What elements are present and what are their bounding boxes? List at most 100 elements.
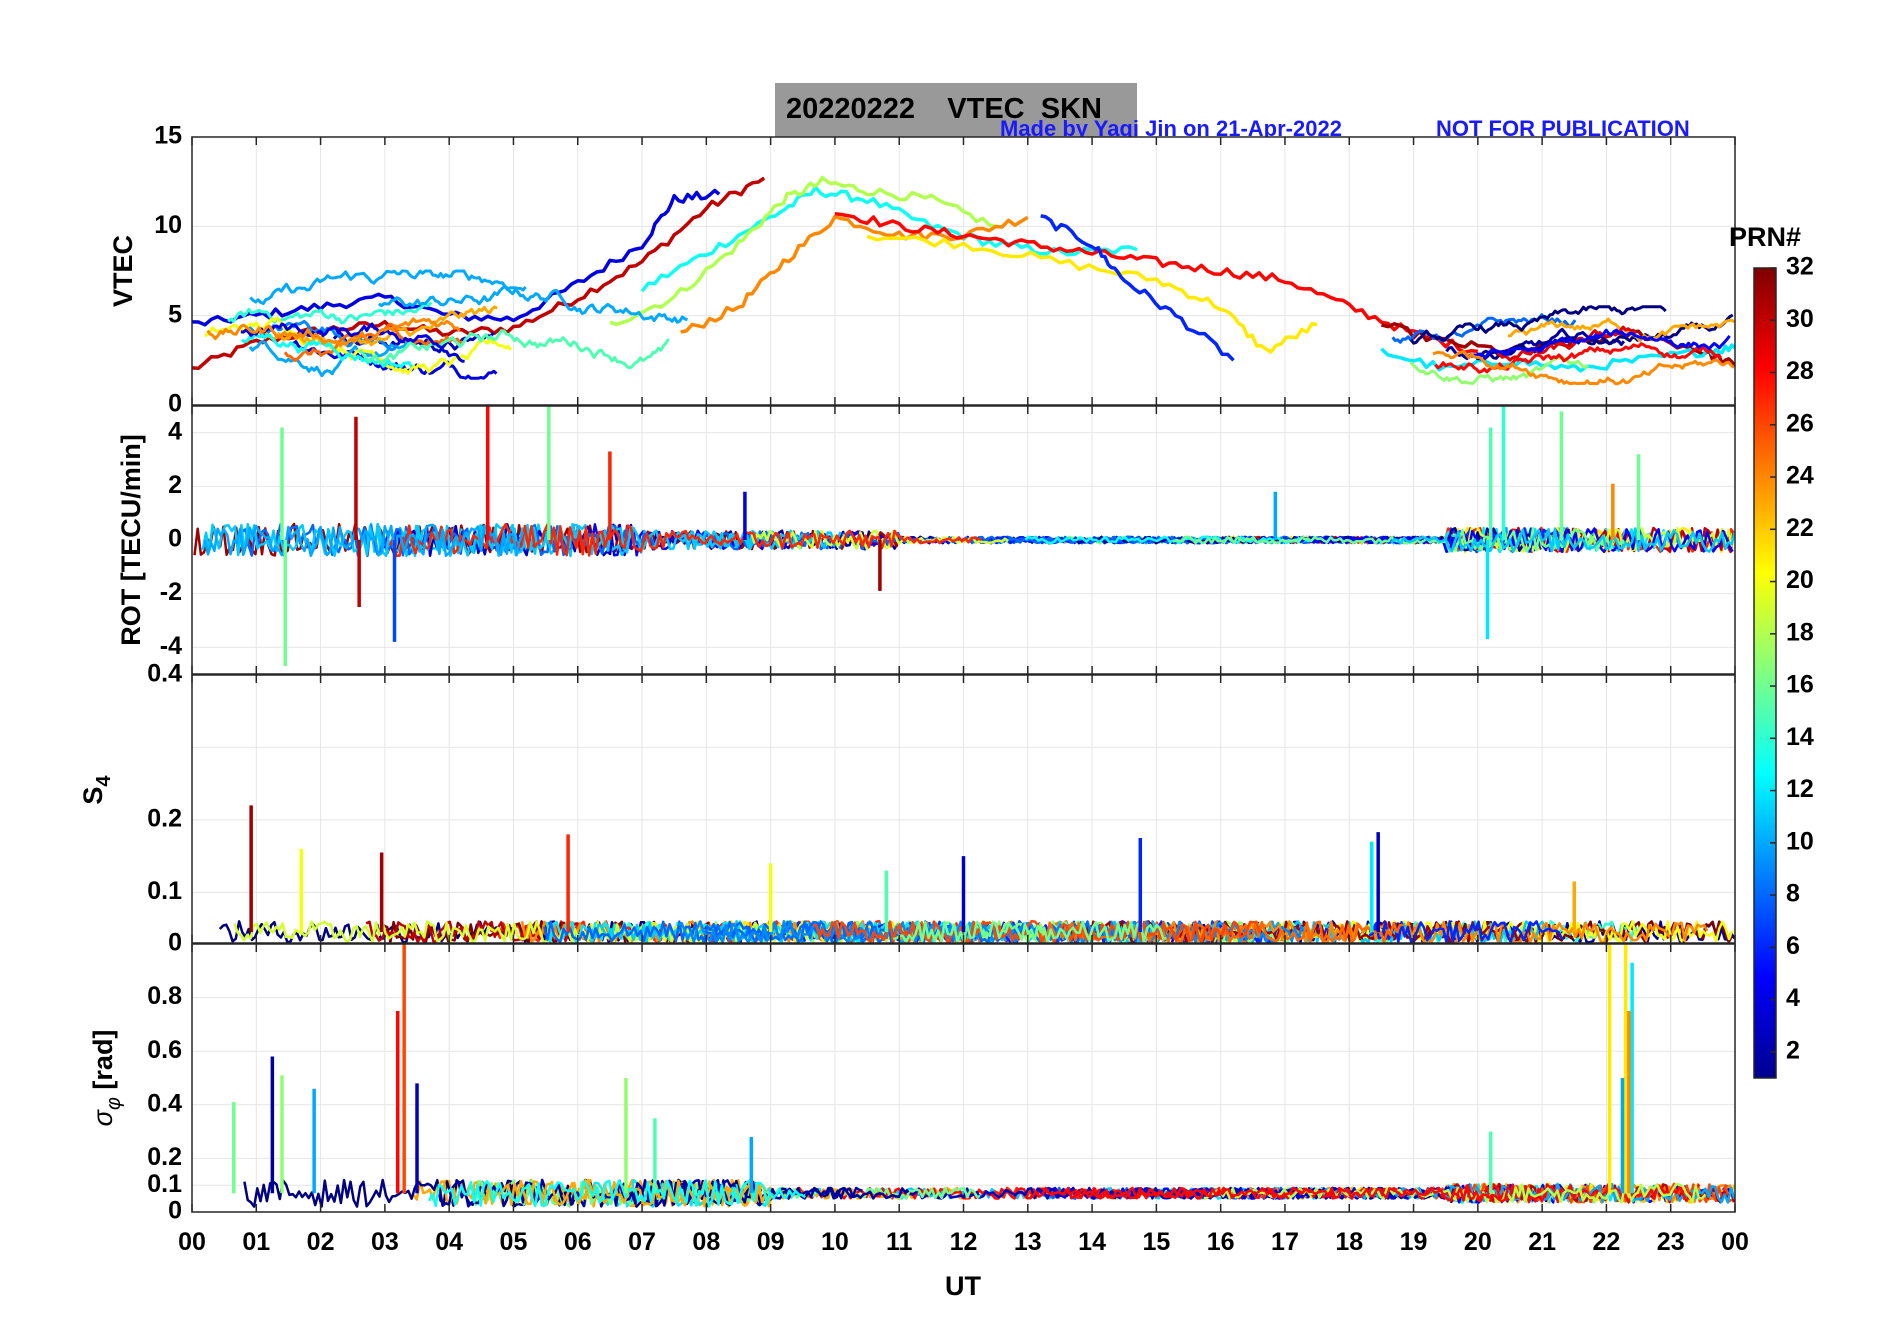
x-tick-label: 05 [500, 1228, 528, 1256]
colorbar-tick-label: 26 [1786, 409, 1814, 437]
x-tick-label: 15 [1142, 1228, 1170, 1256]
colorbar-tick-label: 2 [1786, 1036, 1800, 1064]
x-tick-label: 08 [692, 1228, 720, 1256]
s4-ytick-label: 0.4 [147, 660, 182, 688]
x-tick-label: 12 [950, 1228, 978, 1256]
sigma-phi-trace [438, 1178, 910, 1208]
colorbar-tick-label: 10 [1786, 827, 1814, 855]
vtec-ytick-label: 15 [154, 122, 182, 150]
vtec-trace [240, 333, 413, 369]
s4-trace [1131, 920, 1709, 943]
title-date: 20220222 [786, 93, 916, 125]
colorbar-tick-label: 8 [1786, 880, 1800, 908]
x-tick-label: 11 [886, 1228, 913, 1256]
vtec-trace [1469, 328, 1731, 359]
x-tick-label: 16 [1207, 1228, 1235, 1256]
x-tick-label: 20 [1464, 1228, 1492, 1256]
vtec-trace [227, 301, 433, 325]
sigma-phi-trace [428, 1178, 807, 1208]
title-label: VTEC SKN [947, 93, 1102, 125]
colorbar-tick-label: 18 [1786, 618, 1814, 646]
figure-title: 20220222 VTEC SKN [786, 93, 1102, 126]
rot-ytick-label: 4 [168, 417, 182, 445]
sigma-phi-axis-title: σφ [rad] [88, 1030, 125, 1127]
x-tick-label: 06 [564, 1228, 592, 1256]
grid-lines [191, 137, 1736, 1212]
sigma-phi-ytick-label: 0.2 [147, 1143, 182, 1171]
vtec-trace [240, 322, 465, 363]
vtec-trace [866, 234, 1318, 354]
vtec-trace [249, 269, 527, 305]
x-tick-label: 22 [1593, 1228, 1621, 1256]
vtec-trace [1040, 214, 1235, 362]
x-tick-label: 00 [1721, 1228, 1749, 1256]
vtec-traces [192, 175, 1735, 386]
vtec-trace [609, 175, 996, 327]
x-tick-label: 13 [1014, 1228, 1042, 1256]
s4-ytick-label: 0.2 [147, 804, 182, 832]
x-tick-label: 00 [178, 1228, 206, 1256]
x-tick-label: 21 [1528, 1228, 1556, 1256]
s4-axis-title: S4 [78, 775, 115, 805]
x-tick-label: 17 [1271, 1228, 1299, 1256]
sigma-phi-ytick-label: 0.4 [147, 1089, 182, 1117]
x-axis-title: UT [945, 1271, 981, 1301]
colorbar-tick-label: 6 [1786, 932, 1800, 960]
colorbar-tick-label: 4 [1786, 984, 1800, 1012]
vtec-trace [254, 305, 498, 348]
vtec-trace [1432, 349, 1735, 386]
s4-trace [893, 920, 1167, 943]
x-tick-label: 03 [371, 1228, 399, 1256]
axis-labels: 151050420-2-40.40.20.100.80.60.40.20.10V… [78, 122, 1749, 1301]
colorbar-bar [1753, 267, 1777, 1079]
s4-trace [1368, 920, 1564, 943]
vtec-trace [192, 188, 721, 327]
vtec-trace [378, 285, 688, 324]
colorbar-tick-label: 20 [1786, 566, 1814, 594]
colorbar-tick-label: 28 [1786, 357, 1814, 385]
rot-trace [201, 522, 818, 558]
s4-ytick-label: 0.1 [147, 877, 182, 905]
vtec-trace [1409, 356, 1589, 386]
sigma-phi-ytick-label: 0.8 [147, 982, 182, 1010]
vtec-trace [1409, 305, 1667, 345]
panel-frames [191, 136, 1736, 1213]
vtec-axis-title: VTEC [108, 235, 138, 307]
rot-ytick-label: -4 [160, 632, 182, 660]
x-tick-label: 23 [1657, 1228, 1685, 1256]
vtec-trace [358, 329, 670, 370]
rot-axis-title: ROT [TECU/min] [116, 434, 146, 645]
vtec-trace [1391, 313, 1577, 344]
colorbar-tick-label: 24 [1786, 462, 1814, 490]
rot-ytick-label: 2 [168, 471, 182, 499]
vtec-ytick-label: 5 [168, 300, 182, 328]
s4-trace [699, 920, 895, 943]
colorbar-tick-label: 22 [1786, 514, 1814, 542]
sigma-phi-ytick-label: 0 [168, 929, 182, 957]
sigma-phi-trace [1028, 1183, 1510, 1203]
x-tick-label: 19 [1400, 1228, 1428, 1256]
sigma-phi-ytick-label: 0.6 [147, 1036, 182, 1064]
rot-trace [203, 523, 525, 558]
vtec-ytick-label: 10 [154, 211, 182, 239]
rot-ytick-label: 0 [168, 525, 182, 553]
colorbar-title: PRN# [1729, 222, 1801, 252]
vtec-trace [1434, 342, 1722, 374]
x-tick-label: 14 [1078, 1228, 1106, 1256]
x-tick-label: 07 [628, 1228, 656, 1256]
x-tick-label: 10 [821, 1228, 849, 1256]
x-tick-label: 01 [242, 1228, 270, 1256]
vtec-trace [834, 211, 1478, 354]
x-tick-label: 02 [307, 1228, 335, 1256]
colorbar: 32 30 28 26 24 22 20 18 16 14 12 10 8 6 4 2 PRN# [1729, 222, 1814, 1079]
vtec-ytick-label: 0 [168, 390, 182, 418]
s4-trace [233, 920, 837, 943]
title-box [775, 83, 1137, 137]
rot-trace [1429, 526, 1734, 554]
rot-traces [193, 406, 1735, 666]
sigma-phi-ytick-label: 0 [168, 1197, 182, 1225]
x-tick-label: 09 [757, 1228, 785, 1256]
x-tick-label: 04 [435, 1228, 463, 1256]
colorbar-tick-label: 12 [1786, 775, 1814, 803]
